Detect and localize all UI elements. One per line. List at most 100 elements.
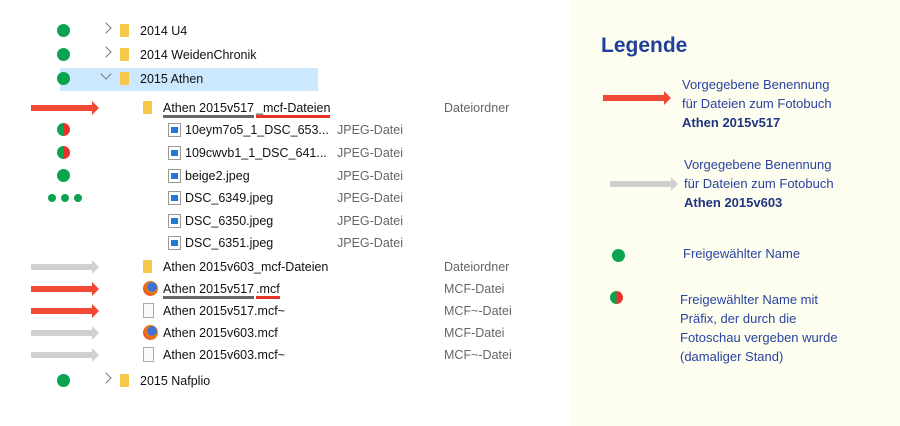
chevron-right-icon[interactable]	[100, 22, 112, 34]
tree-row[interactable]: 109cwvb1_1_DSC_641... JPEG-Datei	[0, 142, 570, 164]
file-type: MCF~-Datei	[444, 304, 512, 318]
file-name[interactable]: beige2.jpeg	[185, 169, 250, 183]
freely-chosen-name-marker	[57, 24, 70, 37]
image-file-icon	[168, 146, 181, 160]
legend-bold-name: Athen 2015v603	[684, 195, 783, 210]
freely-chosen-name-marker	[57, 374, 70, 387]
tree-row[interactable]: Athen 2015v517 _mcf-Dateien Dateiordner	[0, 97, 570, 119]
folder-icon	[120, 72, 129, 85]
legend-line: Vorgegebene Benennung	[684, 157, 832, 172]
file-name[interactable]: 2014 WeidenChronik	[140, 48, 257, 62]
tree-row[interactable]: DSC_6350.jpeg JPEG-Datei	[0, 210, 570, 232]
legend-line: Freigewählter Name mit	[680, 292, 818, 307]
file-name[interactable]: DSC_6351.jpeg	[185, 236, 274, 250]
name-suffix-part: .mcf	[256, 282, 280, 299]
freely-chosen-name-marker	[57, 169, 70, 182]
tree-row[interactable]: 2014 WeidenChronik	[0, 44, 570, 66]
file-name[interactable]: Athen 2015v603_mcf-Dateien	[163, 260, 329, 274]
file-type: JPEG-Datei	[337, 236, 403, 250]
file-name[interactable]: Athen 2015v517.mcf~	[163, 304, 285, 318]
chevron-right-icon[interactable]	[100, 372, 112, 384]
tree-row[interactable]: 2014 U4	[0, 20, 570, 42]
folder-icon	[120, 24, 129, 37]
dot-icon	[48, 194, 56, 202]
tree-row[interactable]: Athen 2015v603.mcf~ MCF~-Datei	[0, 344, 570, 366]
folder-icon	[120, 48, 129, 61]
dot-icon	[74, 194, 82, 202]
tree-row[interactable]: 2015 Nafplio	[0, 370, 570, 392]
freely-chosen-name-marker	[57, 48, 70, 61]
file-type: Dateiordner	[444, 101, 510, 115]
legend-line: Fotoschau vergeben wurde	[680, 330, 838, 345]
tree-row[interactable]: beige2.jpeg JPEG-Datei	[0, 165, 570, 187]
gray-arrow-marker	[31, 260, 99, 274]
folder-icon	[120, 374, 129, 387]
legend-line: für Dateien zum Fotobuch	[682, 96, 832, 111]
legend-bold-name: Athen 2015v517	[682, 115, 781, 130]
legend-item-text: Freigewählter Name	[683, 244, 800, 263]
legend-line: für Dateien zum Fotobuch	[684, 176, 834, 191]
name-suffix-part: _mcf-Dateien	[256, 101, 331, 118]
image-file-icon	[168, 214, 181, 228]
legend-line: Präfix, der durch die	[680, 311, 797, 326]
file-type: JPEG-Datei	[337, 169, 403, 183]
tree-row[interactable]: DSC_6351.jpeg JPEG-Datei	[0, 232, 570, 254]
prefixed-name-marker	[57, 146, 70, 159]
image-file-icon	[168, 236, 181, 250]
image-file-icon	[168, 191, 181, 205]
freely-chosen-name-marker	[57, 72, 70, 85]
tree-row[interactable]: 10eym7o5_1_DSC_653... JPEG-Datei	[0, 119, 570, 141]
file-name[interactable]: DSC_6350.jpeg	[185, 214, 274, 228]
file-type: MCF-Datei	[444, 326, 505, 340]
tree-row[interactable]: DSC_6349.jpeg JPEG-Datei	[0, 187, 570, 209]
file-name[interactable]: 2015 Nafplio	[140, 374, 211, 388]
freely-chosen-name-marker	[612, 249, 625, 262]
image-file-icon	[168, 123, 181, 137]
folder-icon	[143, 260, 152, 273]
gray-arrow-marker	[610, 177, 678, 191]
red-arrow-marker	[31, 282, 99, 296]
legend-title: Legende	[601, 34, 688, 57]
firefox-icon	[143, 281, 158, 296]
image-file-icon	[168, 169, 181, 183]
red-arrow-marker	[603, 91, 671, 105]
more-items-marker	[48, 194, 82, 202]
file-type: JPEG-Datei	[337, 123, 403, 137]
red-arrow-marker	[31, 101, 99, 115]
prefixed-name-marker	[57, 123, 70, 136]
file-type: MCF~-Datei	[444, 348, 512, 362]
file-explorer-tree: 2014 U4 2014 WeidenChronik 2015 Athen Athen…	[0, 20, 570, 392]
name-base-part: Athen 2015v517	[163, 101, 255, 118]
legend-line: (damaliger Stand)	[680, 349, 784, 364]
file-icon	[143, 347, 154, 362]
gray-arrow-marker	[31, 326, 99, 340]
tree-row[interactable]: Athen 2015v603_mcf-Dateien Dateiordner	[0, 256, 570, 278]
file-type: MCF-Datei	[444, 282, 505, 296]
prefixed-name-marker	[610, 291, 623, 304]
file-name[interactable]: DSC_6349.jpeg	[185, 191, 274, 205]
file-name[interactable]: 2014 U4	[140, 24, 188, 38]
legend-line: Freigewählter Name	[683, 246, 801, 261]
tree-row[interactable]: Athen 2015v603.mcf MCF-Datei	[0, 322, 570, 344]
file-name[interactable]: Athen 2015v517 _mcf-Dateien	[163, 101, 331, 118]
file-type: Dateiordner	[444, 260, 510, 274]
name-base-part: Athen 2015v517	[163, 282, 255, 299]
file-icon	[143, 303, 154, 318]
legend-item-text: Freigewählter Name mit Präfix, der durch …	[680, 290, 838, 366]
legend-item-text: Vorgegebene Benennung für Dateien zum Fot…	[682, 75, 832, 132]
tree-row[interactable]: Athen 2015v517 .mcf MCF-Datei	[0, 278, 570, 300]
red-arrow-marker	[31, 304, 99, 318]
file-name[interactable]: Athen 2015v603.mcf~	[163, 348, 285, 362]
tree-row[interactable]: 2015 Athen	[0, 68, 570, 91]
file-name[interactable]: 109cwvb1_1_DSC_641...	[185, 146, 327, 160]
file-name[interactable]: Athen 2015v517 .mcf	[163, 282, 280, 299]
gray-arrow-marker	[31, 348, 99, 362]
tree-row[interactable]: Athen 2015v517.mcf~ MCF~-Datei	[0, 300, 570, 322]
legend-line: Vorgegebene Benennung	[682, 77, 830, 92]
file-name[interactable]: Athen 2015v603.mcf	[163, 326, 278, 340]
chevron-right-icon[interactable]	[100, 46, 112, 58]
file-name[interactable]: 10eym7o5_1_DSC_653...	[185, 123, 329, 137]
firefox-icon	[143, 325, 158, 340]
dot-icon	[61, 194, 69, 202]
file-name[interactable]: 2015 Athen	[140, 72, 204, 86]
